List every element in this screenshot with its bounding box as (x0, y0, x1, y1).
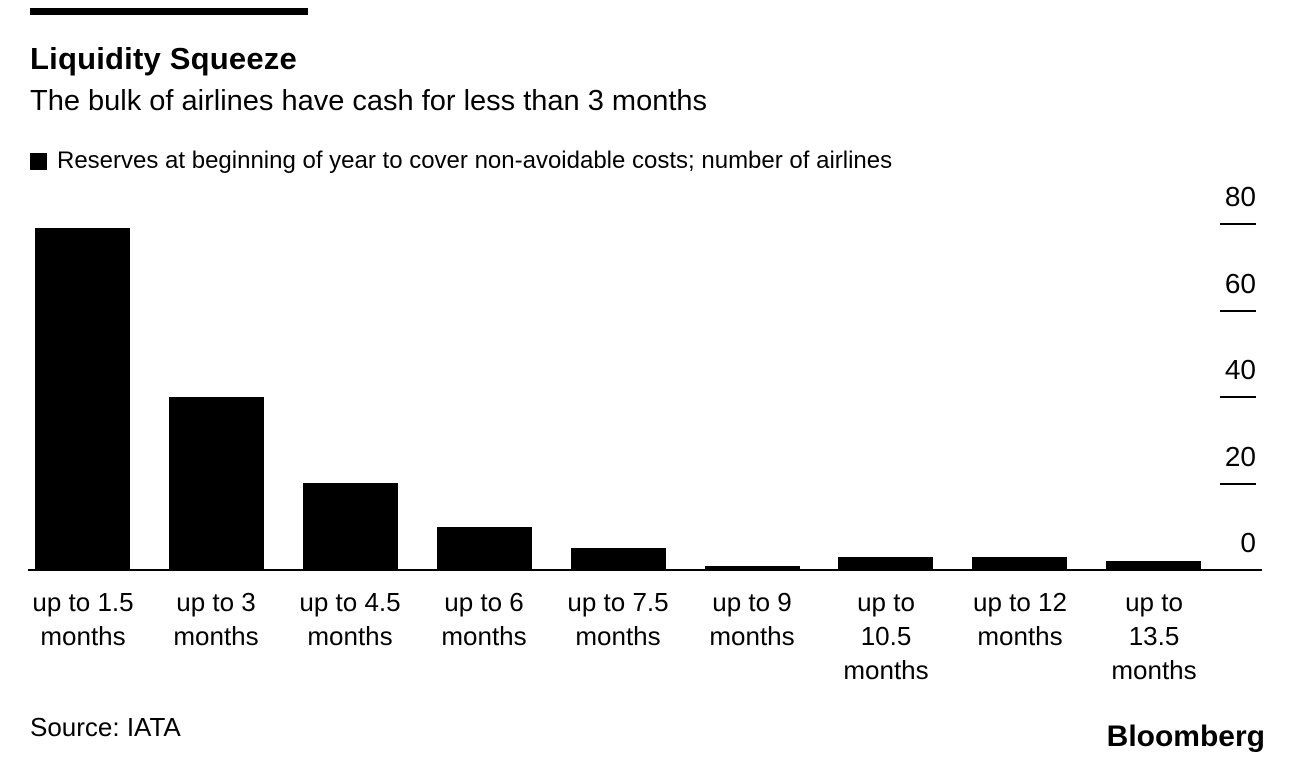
y-tick-label-20: 20 (1224, 441, 1256, 472)
bar-up-to-1.5-months (35, 228, 130, 570)
legend-marker-square-icon (30, 152, 47, 170)
y-tick-label-60: 60 (1224, 268, 1256, 299)
x-axis-line (28, 569, 1262, 571)
bar-up-to-6-months (437, 527, 532, 570)
x-label-up-to-7.5-months: up to 7.5 months (567, 587, 669, 651)
legend: Reserves at beginning of year to cover n… (30, 147, 892, 175)
y-tick-mark-60 (1220, 310, 1256, 312)
y-tick-label-40: 40 (1224, 354, 1256, 385)
x-label-up-to-13.5-months: up to 13.5 months (1111, 587, 1197, 685)
bar-up-to-4.5-months (303, 483, 398, 570)
bar-up-to-7.5-months (571, 548, 666, 570)
x-label-up-to-10.5-months: up to 10.5 months (843, 587, 929, 685)
source-note: Source: IATA (30, 712, 181, 742)
y-tick-mark-80 (1220, 223, 1256, 225)
y-tick-label-0: 0 (1240, 527, 1256, 558)
legend-label: Reserves at beginning of year to cover n… (57, 147, 893, 174)
chart-subtitle: The bulk of airlines have cash for less … (30, 85, 708, 117)
bar-up-to-9-months (705, 566, 800, 570)
x-label-up-to-9-months: up to 9 months (709, 587, 795, 651)
x-label-up-to-6-months: up to 6 months (441, 587, 527, 651)
x-label-up-to-12-months: up to 12 months (973, 587, 1067, 651)
x-label-up-to-1.5-months: up to 1.5 months (32, 587, 134, 651)
x-label-up-to-4.5-months: up to 4.5 months (299, 587, 401, 651)
bloomberg-logo: Bloomberg (1106, 720, 1265, 753)
bar-up-to-13.5-months (1106, 561, 1201, 570)
y-tick-mark-20 (1220, 483, 1256, 485)
chart-title: Liquidity Squeeze (30, 41, 297, 76)
x-label-up-to-3-months: up to 3 months (173, 587, 259, 651)
bar-up-to-12-months (972, 557, 1067, 570)
bar-up-to-10.5-months (838, 557, 933, 570)
top-rule (30, 8, 308, 15)
y-tick-label-80: 80 (1224, 181, 1256, 212)
bar-up-to-3-months (169, 397, 264, 570)
y-tick-mark-40 (1220, 396, 1256, 398)
